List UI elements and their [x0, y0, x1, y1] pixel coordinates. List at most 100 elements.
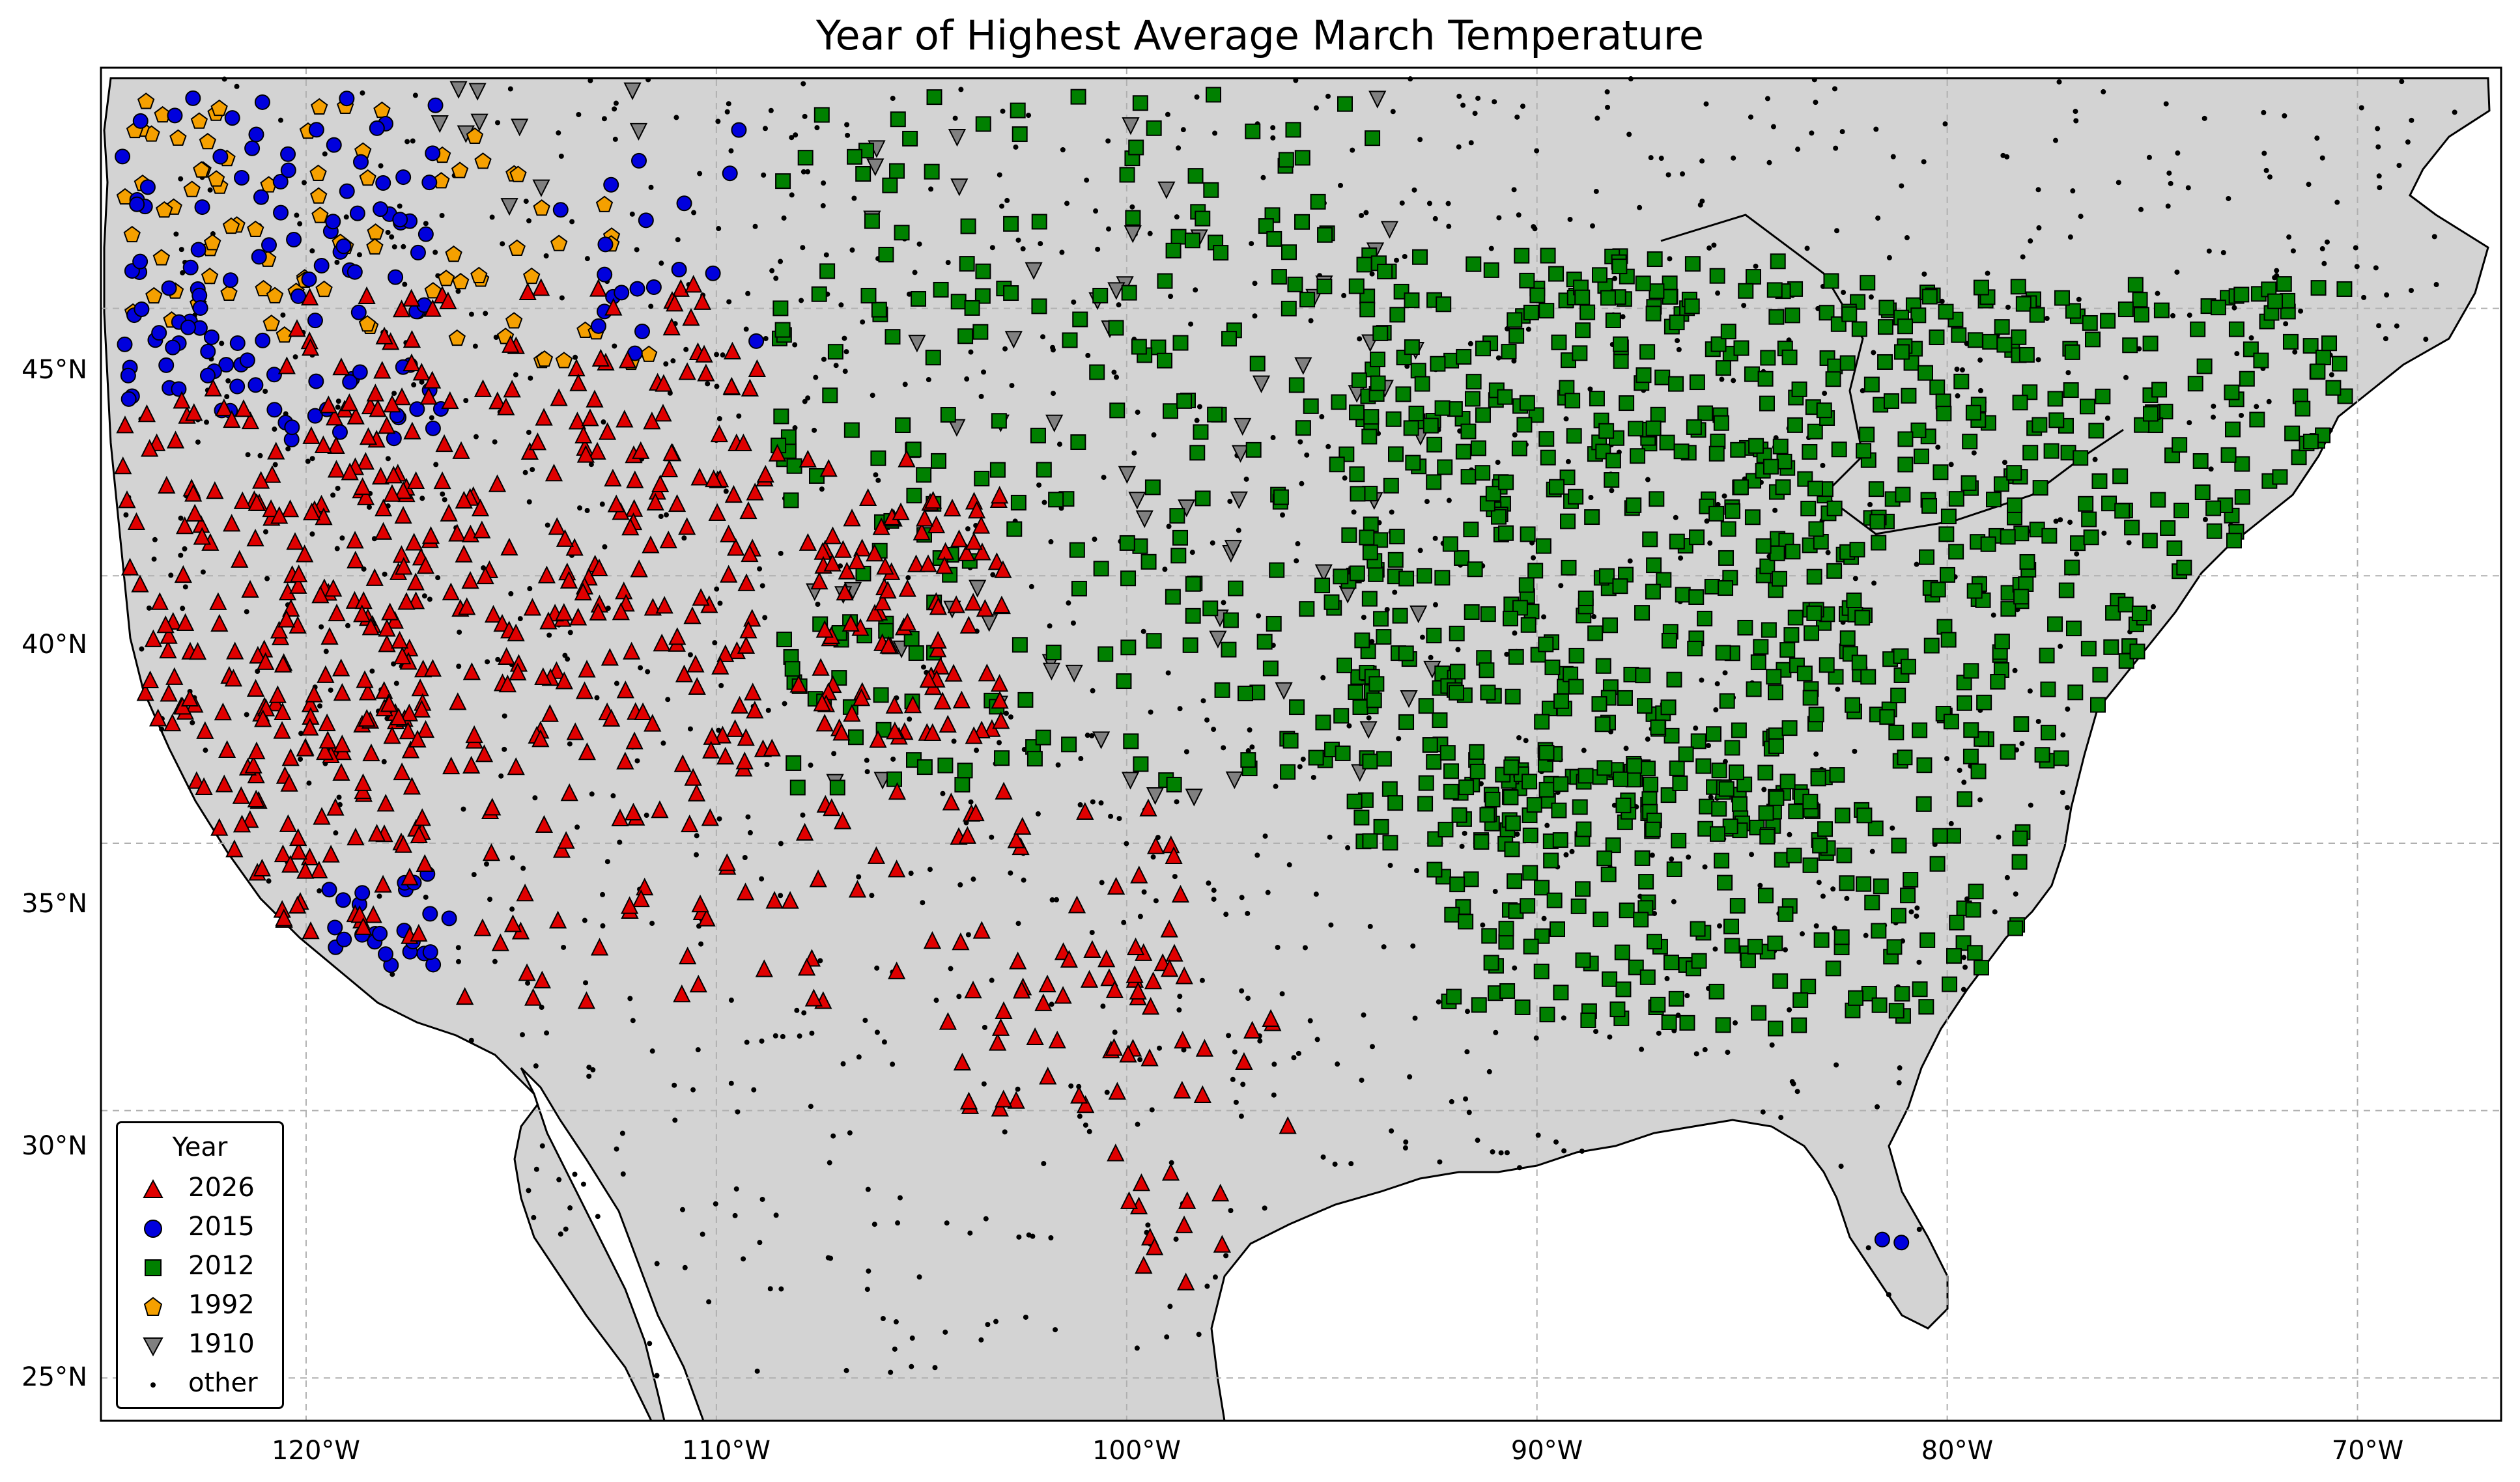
- y-tick-label: 40°N: [21, 630, 87, 660]
- station-marker-2026: [673, 754, 692, 772]
- station-marker-2012: [2010, 279, 2026, 295]
- station-marker-other: [2073, 118, 2079, 124]
- station-marker-other: [432, 249, 438, 255]
- station-marker-1992: [247, 220, 264, 237]
- station-marker-2012: [1172, 529, 1189, 546]
- legend-label: 2026: [188, 1173, 255, 1203]
- station-marker-other: [716, 226, 722, 232]
- station-marker-1992: [137, 92, 155, 109]
- station-marker-2012: [1469, 744, 1485, 760]
- station-marker-2012: [1689, 374, 1705, 391]
- station-marker-2015: [347, 264, 363, 280]
- station-marker-other: [2234, 351, 2240, 357]
- station-marker-other: [1206, 880, 1211, 886]
- station-marker-other: [460, 806, 466, 812]
- station-marker-other: [1070, 620, 1076, 626]
- station-marker-other: [178, 515, 184, 521]
- station-marker-2012: [1089, 364, 1105, 380]
- station-marker-2026: [679, 946, 697, 964]
- station-marker-other: [1590, 223, 1596, 229]
- station-marker-2026: [541, 704, 559, 722]
- station-marker-other: [2060, 790, 2065, 796]
- station-marker-2012: [916, 759, 933, 776]
- station-marker-2012: [2295, 400, 2311, 417]
- station-marker-other: [649, 1048, 655, 1054]
- station-marker-other: [2208, 466, 2214, 472]
- station-marker-2012: [1642, 531, 1658, 548]
- station-marker-other: [556, 1177, 562, 1182]
- station-marker-2026: [523, 598, 542, 616]
- station-marker-2012: [1611, 259, 1628, 275]
- station-marker-2012: [993, 750, 1010, 766]
- station-marker-2012: [1612, 578, 1628, 594]
- station-marker-2015: [194, 199, 210, 216]
- station-marker-2015: [676, 195, 692, 212]
- station-marker-2026: [332, 762, 350, 781]
- station-marker-other: [672, 1082, 677, 1088]
- station-marker-other: [2314, 135, 2320, 141]
- station-marker-2012: [1288, 377, 1305, 393]
- station-marker-other: [600, 891, 606, 897]
- station-marker-other: [178, 247, 184, 253]
- station-marker-other: [2409, 288, 2414, 294]
- station-marker-2012: [954, 777, 970, 793]
- station-marker-2015: [327, 919, 343, 936]
- station-marker-other: [513, 372, 518, 378]
- station-marker-other: [815, 601, 821, 607]
- station-marker-other: [2058, 643, 2063, 649]
- station-marker-2012: [1917, 365, 1933, 381]
- station-marker-2026: [1068, 895, 1086, 914]
- station-marker-2012: [1125, 210, 1141, 226]
- station-marker-2012: [1120, 570, 1137, 587]
- station-marker-2026: [810, 572, 828, 590]
- station-marker-other: [789, 192, 795, 198]
- station-marker-other: [1212, 1274, 1218, 1280]
- station-marker-2012: [933, 281, 949, 298]
- station-marker-other: [1297, 764, 1303, 770]
- station-marker-2012: [1467, 561, 1483, 578]
- station-marker-other: [2074, 551, 2080, 557]
- station-marker-2026: [872, 517, 890, 535]
- station-marker-other: [1446, 497, 1452, 503]
- station-marker-2026: [923, 930, 942, 949]
- station-marker-other: [682, 1265, 688, 1270]
- station-marker-2012: [1010, 102, 1026, 119]
- station-marker-2026: [137, 404, 156, 423]
- station-marker-2012: [1128, 139, 1144, 156]
- station-marker-2015: [332, 424, 348, 440]
- station-marker-2026: [581, 408, 599, 426]
- station-marker-other: [590, 1067, 596, 1072]
- station-marker-2012: [924, 163, 940, 180]
- station-marker-2012: [1718, 781, 1734, 797]
- station-marker-other: [2067, 234, 2073, 240]
- station-marker-2026: [942, 792, 960, 811]
- station-marker-other: [574, 824, 580, 830]
- station-marker-2012: [1031, 298, 1047, 315]
- station-marker-other: [1787, 1007, 1792, 1013]
- station-marker-other: [595, 1214, 601, 1220]
- station-marker-other: [993, 1319, 999, 1324]
- station-marker-2012: [1806, 605, 1822, 621]
- station-marker-2012: [1166, 776, 1182, 792]
- station-marker-other: [2174, 269, 2180, 275]
- station-marker-2026: [692, 588, 710, 606]
- station-marker-other: [1455, 647, 1461, 652]
- station-marker-2012: [2172, 437, 2188, 453]
- station-marker-other: [838, 302, 844, 308]
- station-marker-other: [744, 1039, 750, 1045]
- station-marker-other: [1078, 756, 1084, 762]
- station-marker-2015: [203, 329, 219, 345]
- station-marker-2012: [1483, 955, 1499, 971]
- station-marker-2026: [1132, 1173, 1151, 1192]
- station-marker-2012: [1575, 952, 1591, 968]
- station-marker-other: [989, 834, 995, 840]
- station-marker-2026: [1039, 1067, 1057, 1085]
- station-marker-2012: [1036, 462, 1052, 478]
- station-marker-1992: [508, 239, 526, 256]
- station-marker-2012: [1776, 453, 1792, 469]
- station-marker-2012: [1634, 605, 1650, 621]
- station-marker-2012: [1720, 324, 1736, 340]
- station-marker-other: [1699, 158, 1705, 164]
- station-marker-other: [773, 275, 779, 281]
- station-marker-2026: [929, 597, 947, 615]
